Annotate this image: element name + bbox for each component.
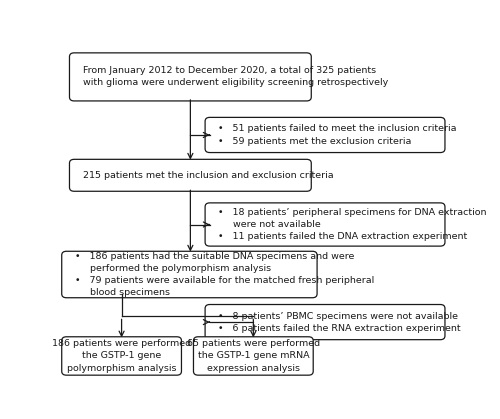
Text: 186 patients were performed
the GSTP-1 gene
polymorphism analysis: 186 patients were performed the GSTP-1 g… [52,339,191,372]
Text: •   51 patients failed to meet the inclusion criteria
•   59 patients met the ex: • 51 patients failed to meet the inclusi… [218,124,457,145]
FancyBboxPatch shape [70,53,312,101]
FancyBboxPatch shape [70,159,312,191]
FancyBboxPatch shape [205,305,445,340]
Text: 215 patients met the inclusion and exclusion criteria: 215 patients met the inclusion and exclu… [82,171,334,180]
FancyBboxPatch shape [205,203,445,246]
Text: •   18 patients’ peripheral specimens for DNA extraction
     were not available: • 18 patients’ peripheral specimens for … [218,208,487,241]
Text: From January 2012 to December 2020, a total of 325 patients
with glioma were und: From January 2012 to December 2020, a to… [82,66,388,88]
FancyBboxPatch shape [205,117,445,153]
FancyBboxPatch shape [62,251,317,298]
FancyBboxPatch shape [194,337,313,375]
Text: •   8 patients’ PBMC specimens were not available
•   6 patients failed the RNA : • 8 patients’ PBMC specimens were not av… [218,311,461,333]
FancyBboxPatch shape [62,337,182,375]
Text: •   186 patients had the suitable DNA specimens and were
     performed the poly: • 186 patients had the suitable DNA spec… [75,252,374,297]
Text: 65 patients were performed
the GSTP-1 gene mRNA
expression analysis: 65 patients were performed the GSTP-1 ge… [187,339,320,372]
